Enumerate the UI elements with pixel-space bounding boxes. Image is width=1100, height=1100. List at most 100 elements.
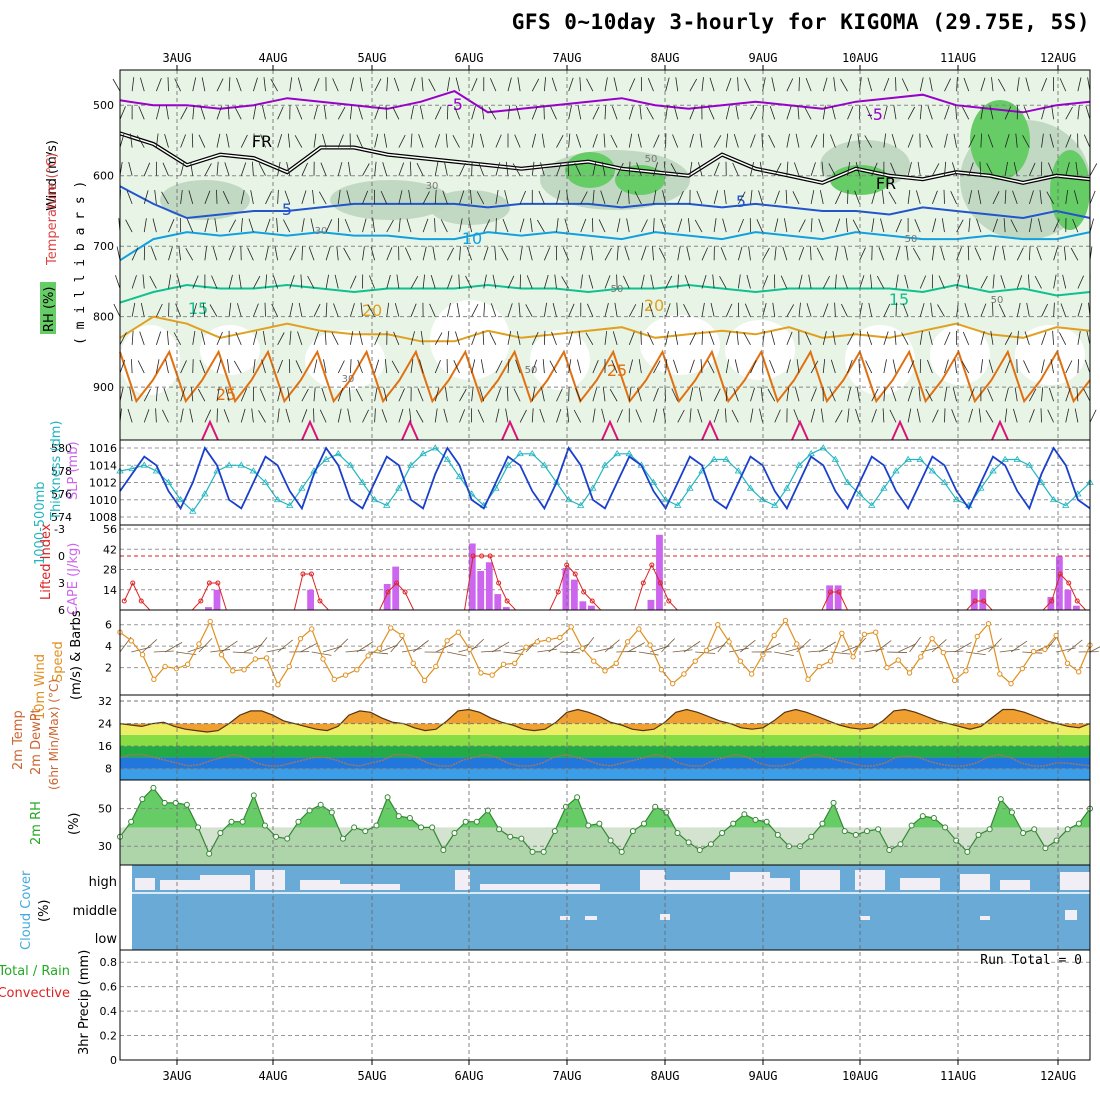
upper-wind-barb bbox=[919, 105, 922, 120]
cloud-unit-label: (%) bbox=[37, 900, 52, 923]
isotherm-30-spike bbox=[891, 419, 909, 441]
wind-speed-marker bbox=[207, 618, 213, 625]
rh-marker bbox=[139, 796, 146, 803]
upper-wind-barb bbox=[587, 303, 594, 317]
upper-wind-barb bbox=[955, 105, 958, 120]
upper-wind-barb bbox=[515, 105, 521, 120]
rh-contour-label: 50 bbox=[991, 295, 1004, 306]
upper-wind-barb bbox=[1077, 105, 1080, 120]
upper-wind-barb bbox=[585, 332, 594, 346]
upper-wind-barb bbox=[374, 133, 379, 148]
thickness-marker bbox=[395, 484, 403, 491]
upper-wind-barb bbox=[446, 330, 450, 345]
wind-speed-marker bbox=[444, 638, 450, 644]
upper-wind-barb bbox=[907, 189, 911, 204]
upper-wind-barb bbox=[568, 133, 571, 148]
thickness-marker bbox=[940, 478, 949, 485]
wind-speed-marker bbox=[151, 676, 157, 683]
upper-wind-barb bbox=[265, 218, 271, 233]
wind-barb bbox=[379, 644, 398, 653]
upper-wind-barb bbox=[410, 276, 419, 289]
upper-wind-barb bbox=[688, 218, 691, 233]
upper-wind-barb bbox=[530, 218, 533, 233]
rh-marker bbox=[618, 848, 625, 855]
upper-wind-barb bbox=[907, 134, 914, 148]
upper-wind-barb bbox=[519, 218, 525, 233]
upper-wind-barb bbox=[1085, 105, 1091, 120]
wind-speed-marker bbox=[726, 639, 732, 645]
precip-tick-label: 0.6 bbox=[100, 981, 118, 994]
cloud-high-gap bbox=[855, 870, 885, 890]
wind-speed-marker bbox=[579, 645, 586, 651]
wind-barb bbox=[142, 639, 158, 653]
thickness-tick-label: 580 bbox=[51, 442, 72, 455]
upper-wind-barb bbox=[833, 77, 836, 92]
upper-wind-barb bbox=[987, 388, 994, 402]
rh-contour-label: 50 bbox=[645, 154, 658, 165]
upper-wind-barb bbox=[1041, 359, 1045, 374]
upper-wind-barb bbox=[713, 218, 717, 233]
thickness-marker bbox=[771, 501, 779, 508]
isotherm-label: 10 bbox=[462, 229, 482, 248]
upper-wind-barb bbox=[240, 388, 248, 402]
upper-wind-barb bbox=[543, 274, 549, 289]
upper-wind-barb bbox=[792, 191, 800, 205]
upper-wind-barb bbox=[506, 387, 509, 402]
isotherm-label: -5 bbox=[867, 105, 883, 124]
bottom-date-label: 7AUG bbox=[553, 1069, 582, 1083]
upper-wind-barb bbox=[313, 331, 319, 345]
rh-line bbox=[119, 786, 1091, 856]
cape-tick-label: 56 bbox=[103, 523, 117, 536]
upper-wind-barb bbox=[287, 387, 291, 402]
upper-wind-barb bbox=[301, 246, 303, 261]
upper-wind-barb bbox=[650, 274, 654, 289]
millibars-axis-label: ( m i l l i b a r s ) bbox=[73, 181, 88, 345]
upper-wind-barb bbox=[410, 77, 416, 92]
upper-wind-barb bbox=[1041, 331, 1047, 345]
rh-dry-patch bbox=[725, 320, 795, 380]
upper-wind-barb bbox=[270, 78, 278, 92]
upper-wind-barb bbox=[598, 219, 606, 233]
upper-wind-barb bbox=[263, 77, 266, 92]
upper-wind-barb bbox=[459, 190, 465, 205]
upper-wind-barb bbox=[362, 246, 365, 261]
upper-wind-barb bbox=[225, 387, 230, 402]
upper-wind-barb bbox=[289, 275, 295, 289]
rh-marker bbox=[384, 794, 391, 801]
upper-wind-barb bbox=[616, 190, 623, 205]
upper-wind-barb bbox=[385, 105, 388, 120]
upper-wind-barb bbox=[859, 247, 866, 261]
upper-wind-barb bbox=[1016, 77, 1020, 92]
upper-wind-barb bbox=[542, 359, 545, 374]
upper-wind-barb bbox=[488, 107, 497, 120]
upper-wind-barb bbox=[805, 77, 812, 92]
cloud-high-gap bbox=[960, 874, 990, 890]
top-date-label: 7AUG bbox=[553, 51, 582, 65]
upper-wind-barb bbox=[927, 105, 933, 120]
li-marker bbox=[589, 598, 595, 604]
upper-wind-barb bbox=[140, 302, 145, 317]
wind-barb bbox=[480, 650, 501, 653]
upper-wind-barb bbox=[901, 332, 909, 346]
rh-marker bbox=[663, 809, 670, 816]
upper-wind-barb bbox=[227, 359, 230, 374]
li-marker bbox=[487, 553, 493, 559]
upper-wind-barb bbox=[673, 105, 679, 120]
upper-wind-barb bbox=[176, 274, 182, 289]
rh-marker bbox=[418, 824, 425, 831]
upper-wind-barb bbox=[974, 247, 982, 261]
upper-wind-barb bbox=[517, 77, 521, 92]
upper-wind-barb bbox=[891, 387, 897, 402]
upper-wind-barb bbox=[301, 218, 305, 233]
rh-dry-patch bbox=[845, 325, 915, 395]
upper-wind-barb bbox=[251, 408, 254, 423]
upper-wind-barb bbox=[574, 162, 582, 176]
upper-wind-barb bbox=[531, 106, 538, 120]
rh-marker bbox=[440, 846, 447, 853]
upper-wind-barb bbox=[531, 133, 536, 148]
upper-wind-barb bbox=[312, 189, 315, 204]
upper-wind-barb bbox=[410, 359, 414, 374]
thickness-marker bbox=[1062, 501, 1070, 508]
upper-wind-barb bbox=[962, 331, 970, 346]
wind10-axis-label-2: Speed bbox=[51, 641, 66, 682]
